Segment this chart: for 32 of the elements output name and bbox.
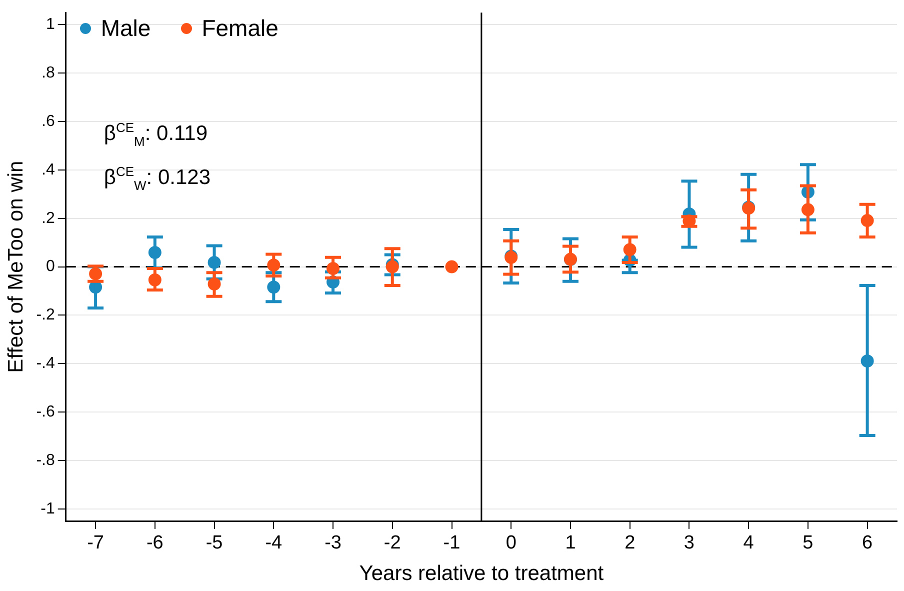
x-tick-label: 3 [684,532,695,554]
x-tick-label: -7 [87,532,104,554]
x-tick-label: 1 [565,532,576,554]
y-axis-title: Effect of MeToo on win [4,160,28,373]
y-tick-label: .8 [42,64,55,82]
x-tick-label: -4 [265,532,283,554]
legend-label: Male [100,14,151,42]
legend-label: Female [202,14,278,42]
x-axis-title: Years relative to treatment [359,562,604,586]
point [445,260,458,274]
y-tick-label: -.6 [36,403,55,420]
x-tick-label: 4 [743,532,754,554]
x-tick-label: 6 [862,532,873,554]
y-tick-label: 0 [46,258,55,276]
y-tick-label: .6 [42,112,55,130]
x-tick-label: 2 [624,532,636,554]
x-tick-label: -2 [384,532,401,554]
y-tick-label: .2 [42,210,55,227]
y-tick-label: .4 [42,161,55,178]
y-tick-label: -1 [40,500,55,518]
y-tick-label: -.4 [36,355,55,372]
x-tick-label: 5 [802,532,814,554]
y-tick-label: 1 [46,16,55,34]
annotation: β$^{CE}$$_{M}$: 0.119 [104,118,209,151]
x-tick-label: -1 [443,532,460,554]
x-tick-label: -5 [206,532,223,554]
x-tick-label: 0 [506,532,516,554]
x-tick-label: -6 [146,532,164,554]
x-tick-label: -3 [324,532,342,554]
annotation: β$^{CE}$$_{W}$: 0.123 [104,162,211,195]
y-tick-label: -.2 [36,306,55,324]
y-tick-label: -.8 [36,452,55,469]
